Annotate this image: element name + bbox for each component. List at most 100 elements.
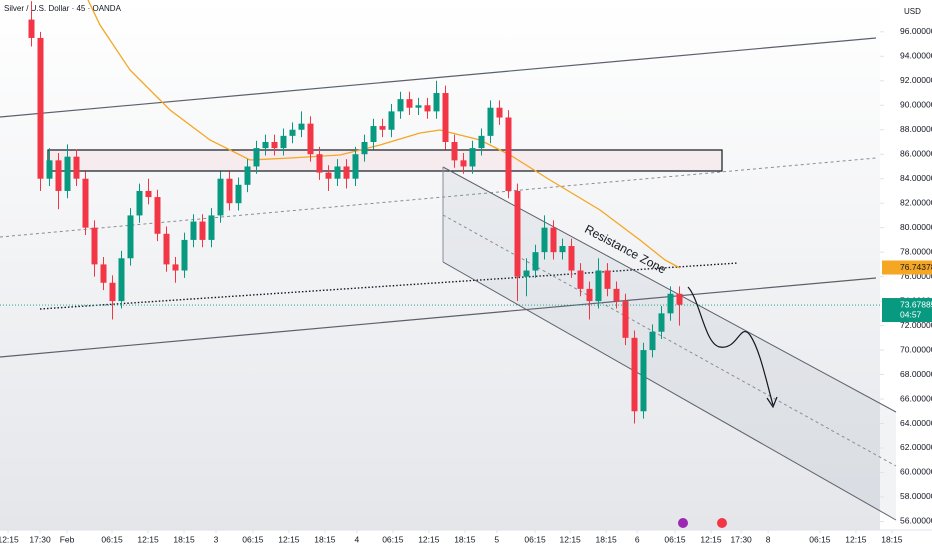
candle-body <box>397 99 404 112</box>
candle-body <box>406 99 413 108</box>
desc-channel-fill <box>443 167 896 520</box>
y-tick-label: 80.00000 <box>900 222 932 232</box>
x-tick-label: 17:30 <box>731 534 753 544</box>
x-tick-label: 12:15 <box>700 534 722 544</box>
candle-body <box>667 293 674 314</box>
candle-body <box>136 190 143 216</box>
x-tick-label: 12:15 <box>0 534 19 544</box>
x-tick-label: Feb <box>60 534 75 544</box>
candle-body <box>415 105 422 108</box>
candle-body <box>37 37 44 179</box>
candle-body <box>631 337 638 412</box>
x-tick-label: 5 <box>494 534 499 544</box>
candle-body <box>127 215 134 259</box>
candle-body <box>604 270 611 289</box>
y-tick-label: 76.00000 <box>900 271 932 281</box>
x-tick-label: 12:15 <box>560 534 582 544</box>
candle-body <box>487 107 494 136</box>
y-tick-label: 84.00000 <box>900 173 932 183</box>
candle-body <box>613 288 620 302</box>
candle-body <box>379 126 386 130</box>
countdown: 04:57 <box>900 309 922 319</box>
price-axis-background <box>880 0 932 550</box>
y-tick-label: 78.00000 <box>900 246 932 256</box>
candle-body <box>496 107 503 118</box>
y-tick-label: 70.00000 <box>900 344 932 354</box>
candle-body <box>298 123 305 130</box>
x-tick-label: 4 <box>354 534 359 544</box>
candle-body <box>280 135 287 149</box>
candle-body <box>181 239 188 271</box>
candle-body <box>442 93 449 142</box>
x-tick-label: 3 <box>214 534 219 544</box>
candle-body <box>73 156 80 179</box>
candle-body <box>514 190 521 277</box>
x-tick-label: 06:15 <box>524 534 546 544</box>
candle-body <box>145 190 152 198</box>
last-price-label: 73.67885 <box>900 299 932 309</box>
y-tick-label: 96.00000 <box>900 26 932 36</box>
event-icons <box>678 518 727 528</box>
x-tick-label: 06:15 <box>242 534 264 544</box>
y-tick-label: 58.00000 <box>900 491 932 501</box>
candle-body <box>451 141 458 161</box>
x-tick-label: 06:15 <box>382 534 404 544</box>
channel-upper <box>0 37 877 118</box>
candle-body <box>352 154 359 179</box>
candle-body <box>460 160 467 167</box>
y-tick-label: 82.00000 <box>900 197 932 207</box>
x-tick-label: 06:15 <box>101 534 123 544</box>
last-price-badge <box>882 298 932 323</box>
y-tick-label: 72.00000 <box>900 320 932 330</box>
candle-body <box>325 172 332 179</box>
x-tick-label: 12:15 <box>278 534 300 544</box>
desc-channel-lower <box>442 261 897 521</box>
candle-body <box>55 160 62 191</box>
y-tick-label: 86.00000 <box>900 148 932 158</box>
candle-body <box>541 227 548 253</box>
y-tick-label: 90.00000 <box>900 100 932 110</box>
y-tick-label: 94.00000 <box>900 51 932 61</box>
candle-body <box>433 93 440 112</box>
candle-body <box>172 264 179 271</box>
projection-arrow <box>687 286 774 406</box>
plot-background <box>0 0 880 530</box>
x-tick-label: 18:15 <box>881 534 903 544</box>
candle-body <box>640 350 647 412</box>
candle-body <box>217 178 224 216</box>
ma-badge-label: 76.74378 <box>900 262 932 272</box>
candle-body <box>424 105 431 112</box>
candle-body <box>658 313 665 332</box>
candle-body <box>622 301 629 338</box>
channel-middle <box>0 157 877 238</box>
x-tick-label: 18:15 <box>173 534 195 544</box>
candle-body <box>235 184 242 204</box>
x-tick-label: 6 <box>635 534 640 544</box>
y-tick-label: 66.00000 <box>900 393 932 403</box>
candle-body <box>316 154 323 173</box>
candle-body <box>388 111 395 130</box>
x-tick-label: 18:15 <box>596 534 618 544</box>
candle-body <box>109 282 116 302</box>
candle-body <box>289 129 296 136</box>
candle-body <box>82 178 89 228</box>
candle-body <box>100 264 107 283</box>
candle-body <box>370 126 377 142</box>
x-tick-label: 18:15 <box>454 534 476 544</box>
y-tick-label: 62.00000 <box>900 442 932 452</box>
candle-body <box>649 331 656 351</box>
candle-body <box>307 123 314 155</box>
x-tick-label: 06:15 <box>664 534 686 544</box>
candle-body <box>244 166 251 185</box>
candle-body <box>226 178 233 204</box>
candle-body <box>532 252 539 271</box>
candle-body <box>586 288 593 302</box>
event-icon <box>678 518 688 528</box>
x-tick-label: 12:15 <box>137 534 159 544</box>
candle-body <box>523 270 530 277</box>
candle-body <box>253 148 260 167</box>
candle-body <box>262 141 269 149</box>
candle-body <box>208 215 215 240</box>
candle-body <box>568 246 575 271</box>
